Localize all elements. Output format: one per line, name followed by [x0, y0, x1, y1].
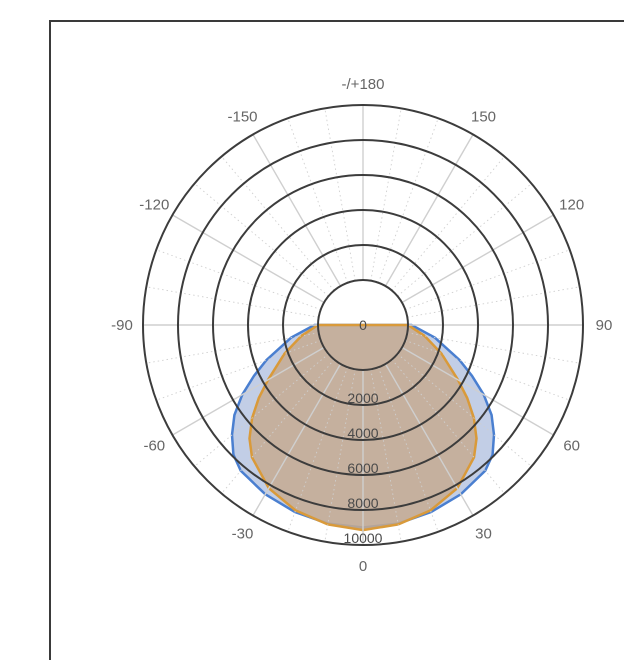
angle-gridline	[401, 346, 554, 436]
angle-tick-label: 0	[359, 558, 367, 575]
radial-ring	[282, 244, 444, 406]
radial-ring	[317, 279, 409, 371]
angle-tick-label: -60	[143, 438, 165, 455]
angle-gridline	[146, 286, 319, 318]
angle-gridline	[172, 346, 325, 436]
angle-gridline	[401, 214, 554, 304]
angle-tick-label: 90	[596, 317, 613, 334]
angle-tick-label: -120	[139, 197, 169, 214]
angle-gridline	[407, 286, 580, 318]
radial-tick-label: 0	[359, 317, 367, 333]
angle-gridline	[384, 363, 474, 516]
angle-tick-label: 120	[559, 197, 584, 214]
angle-tick-label: 30	[475, 526, 492, 543]
angle-gridline	[172, 214, 325, 304]
radial-tick-label: 10000	[344, 530, 383, 546]
angle-tick-label: 60	[563, 438, 580, 455]
angle-tick-label: -30	[232, 526, 254, 543]
angle-tick-label: -90	[111, 317, 133, 334]
angle-gridline	[370, 108, 402, 281]
angle-tick-label: 150	[471, 108, 496, 125]
radial-tick-label: 4000	[347, 425, 378, 441]
radial-ring	[247, 209, 479, 441]
figure-frame	[49, 20, 624, 660]
angle-gridline	[252, 134, 342, 287]
radial-ring	[212, 174, 514, 476]
angle-gridline	[252, 363, 342, 516]
angle-tick-label: -150	[227, 108, 257, 125]
angle-gridline	[324, 108, 356, 281]
radial-tick-label: 8000	[347, 495, 378, 511]
angle-tick-label: -/+180	[342, 76, 385, 93]
radial-tick-label: 6000	[347, 460, 378, 476]
radial-ring	[142, 104, 584, 546]
polar-chart: 0 2000 4000 6000 8000 10000 0 30 60 90 120 150 -/+1…	[111, 76, 613, 575]
radial-ring	[177, 139, 549, 511]
angle-gridline	[384, 134, 474, 287]
radial-tick-label: 2000	[347, 390, 378, 406]
